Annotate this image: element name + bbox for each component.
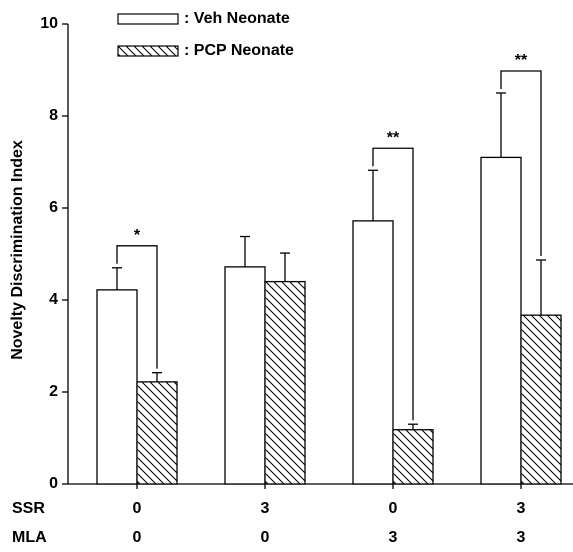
factor-value: 3 <box>389 529 398 546</box>
y-tick-label: 8 <box>49 107 58 124</box>
bar <box>96 289 138 485</box>
legend-swatch <box>117 13 179 25</box>
factor-value: 3 <box>517 500 526 517</box>
factor-value: 0 <box>133 500 142 517</box>
bar <box>224 266 266 485</box>
y-axis-label: Novelty Discrimination Index <box>9 140 26 360</box>
significance-bracket <box>116 245 158 369</box>
significance-label: ** <box>387 129 400 146</box>
y-tick-label: 4 <box>49 291 58 308</box>
y-tick-label: 0 <box>49 475 58 492</box>
bar <box>520 314 562 485</box>
legend-swatch <box>117 45 179 57</box>
factor-value: 3 <box>261 500 270 517</box>
factor-value: 3 <box>517 529 526 546</box>
factor-value: 0 <box>261 529 270 546</box>
y-tick-label: 10 <box>40 15 58 32</box>
significance-label: * <box>134 227 141 244</box>
significance-bracket <box>500 70 542 256</box>
significance-label: ** <box>515 52 528 69</box>
factor-label: SSR <box>12 500 45 517</box>
y-tick-label: 6 <box>49 199 58 216</box>
legend-label: : PCP Neonate <box>184 42 294 59</box>
factor-label: MLA <box>12 529 47 546</box>
bar <box>480 156 522 485</box>
significance-bracket <box>372 147 414 421</box>
legend-label: : Veh Neonate <box>184 10 290 27</box>
bar <box>136 381 178 485</box>
factor-value: 0 <box>133 529 142 546</box>
y-tick-label: 2 <box>49 383 58 400</box>
bar <box>264 280 306 485</box>
bar <box>352 220 394 485</box>
bar <box>392 429 434 485</box>
factor-value: 0 <box>389 500 398 517</box>
